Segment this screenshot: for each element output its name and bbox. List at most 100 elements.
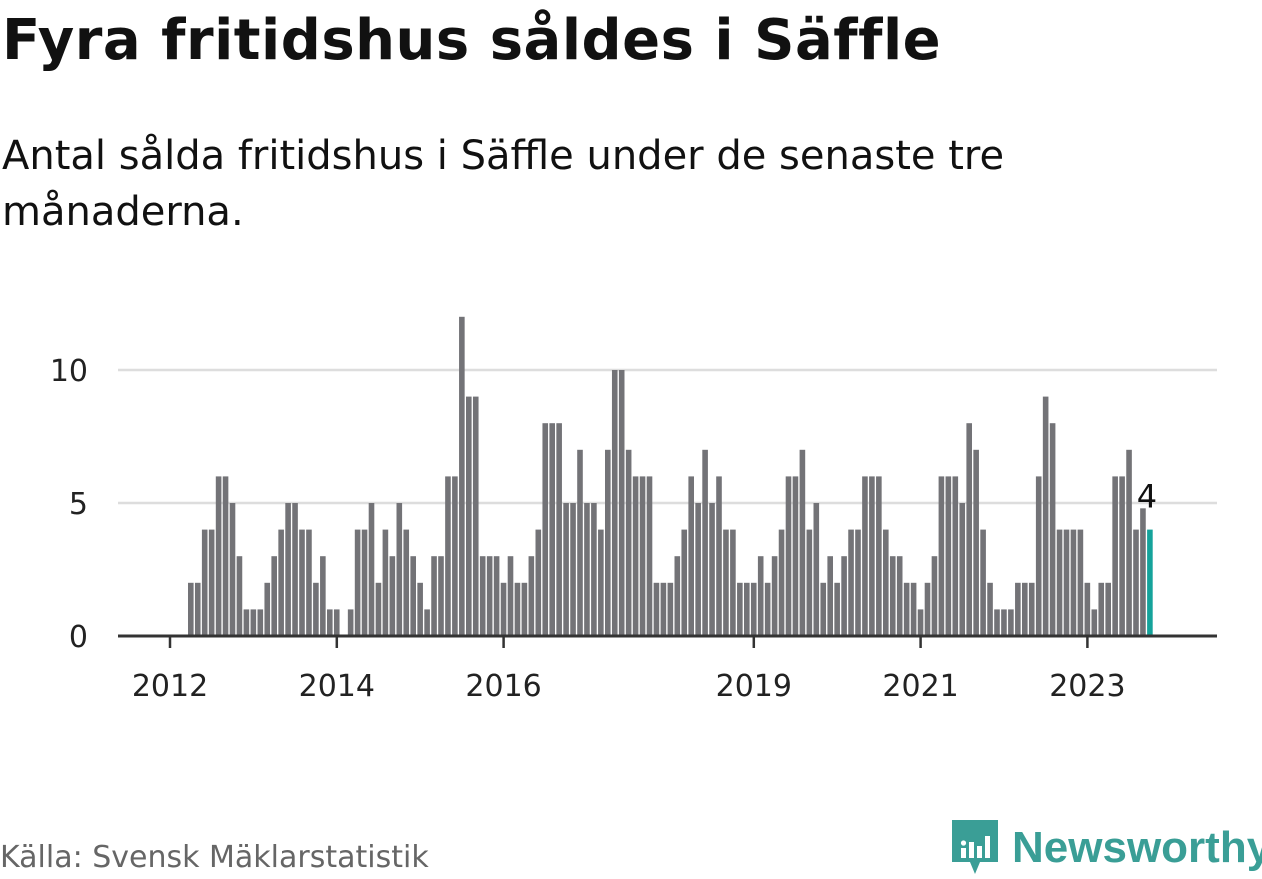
bar-71: [681, 529, 688, 636]
bar-90: [813, 503, 820, 636]
bar-82: [757, 556, 764, 636]
bar-135: [1126, 449, 1132, 636]
bar-29: [389, 556, 396, 636]
bar-67: [653, 582, 660, 636]
bar-69: [667, 582, 674, 636]
bar-132: [1105, 582, 1111, 636]
bar-58: [591, 503, 597, 636]
bar-128: [1077, 529, 1084, 636]
bar-121: [1028, 582, 1035, 636]
bar-15: [292, 503, 298, 636]
bar-74: [702, 449, 708, 636]
bar-31: [403, 529, 410, 636]
bar-136: [1133, 529, 1139, 636]
bar-41: [472, 396, 479, 636]
bar-89: [806, 529, 813, 636]
bar-4: [215, 476, 222, 636]
bar-115: [987, 582, 993, 636]
bar-36: [438, 556, 444, 636]
bar-102: [896, 556, 903, 636]
bar-62: [618, 370, 625, 636]
bar-137: [1140, 508, 1146, 636]
bar-123: [1042, 396, 1049, 636]
bar-98: [869, 476, 875, 636]
bar-12: [271, 556, 277, 636]
chart-title: Fyra fritidshus såldes i Säffle: [2, 8, 942, 73]
bar-125: [1056, 529, 1063, 636]
bar-2: [201, 529, 208, 636]
bar-124: [1049, 423, 1056, 636]
bar-0: [188, 582, 194, 636]
x-tick-label-2012: 2012: [132, 669, 208, 704]
bar-112: [966, 423, 972, 636]
bar-55: [570, 503, 576, 636]
bar-40: [466, 396, 472, 636]
source-note: Källa: Svensk Mäklarstatistik: [0, 840, 429, 875]
bar-76: [716, 476, 722, 636]
bar-118: [1008, 609, 1014, 636]
bar-119: [1015, 582, 1021, 636]
bar-109: [945, 476, 952, 636]
bar-138: [1147, 529, 1153, 636]
bar-33: [417, 582, 423, 636]
bar-59: [598, 529, 604, 636]
bar-106: [924, 582, 931, 636]
bar-73: [695, 503, 701, 636]
bar-17: [306, 529, 312, 636]
brand-logo[interactable]: Newsworthy: [950, 818, 1262, 878]
bar-8: [243, 609, 250, 636]
bar-113: [973, 449, 979, 636]
bar-51: [542, 423, 549, 636]
bar-7: [236, 556, 243, 636]
bar-3: [208, 529, 215, 636]
bar-20: [327, 609, 333, 636]
bar-1: [194, 582, 201, 636]
bar-83: [764, 582, 771, 636]
bar-57: [584, 503, 590, 636]
last-value-label: 4: [1137, 478, 1157, 516]
bar-85: [778, 529, 785, 636]
x-tick-label-2023: 2023: [1049, 669, 1125, 704]
bar-72: [688, 476, 694, 636]
bar-53: [556, 423, 562, 636]
bar-47: [514, 582, 521, 636]
bar-87: [792, 476, 799, 636]
bar-80: [744, 582, 750, 636]
bar-39: [459, 316, 465, 636]
bar-19: [320, 556, 326, 636]
newsworthy-logo-icon: [952, 820, 998, 874]
bar-45: [500, 582, 507, 636]
gridlines: [118, 368, 1217, 505]
bar-30: [396, 503, 403, 636]
y-tick-label-0: 0: [69, 620, 88, 655]
bar-60: [605, 449, 611, 636]
bar-61: [611, 370, 618, 636]
bar-95: [848, 529, 854, 636]
bar-70: [674, 556, 681, 636]
bar-101: [889, 556, 896, 636]
bar-107: [931, 556, 938, 636]
bar-32: [410, 556, 416, 636]
bar-78: [730, 529, 736, 636]
bar-64: [632, 476, 639, 636]
bar-111: [959, 503, 966, 636]
bar-9: [250, 609, 257, 636]
bar-86: [785, 476, 792, 636]
bar-48: [521, 582, 528, 636]
bar-27: [375, 582, 382, 636]
bar-127: [1070, 529, 1077, 636]
y-tick-label-10: 10: [50, 354, 88, 389]
bar-110: [952, 476, 959, 636]
bar-chart: 0 5 10 4 2012 2014 2016 2019 2021 2023: [50, 316, 1217, 704]
bar-16: [299, 529, 305, 636]
bar-13: [278, 529, 284, 636]
bar-50: [535, 529, 542, 636]
bar-122: [1035, 476, 1042, 636]
chart-subtitle: Antal sålda fritidshus i Säffle under de…: [2, 133, 1005, 235]
bar-75: [709, 503, 715, 636]
bar-42: [479, 556, 486, 636]
bar-79: [737, 582, 743, 636]
bar-56: [577, 449, 583, 636]
bar-68: [660, 582, 667, 636]
bar-131: [1098, 582, 1105, 636]
